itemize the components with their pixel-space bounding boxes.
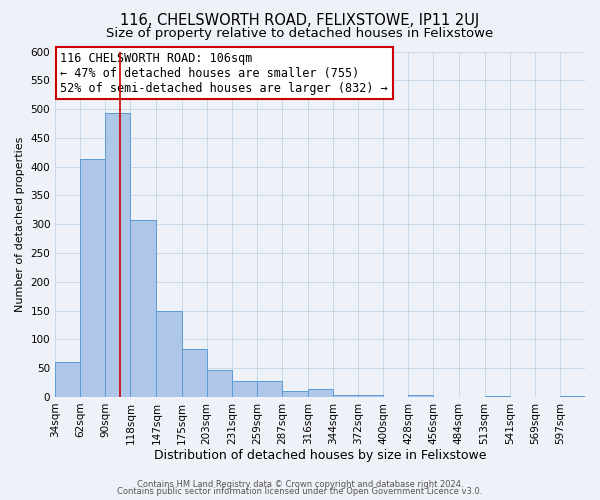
Bar <box>257 382 282 397</box>
Text: Size of property relative to detached houses in Felixstowe: Size of property relative to detached ho… <box>106 28 494 40</box>
Bar <box>560 396 585 397</box>
Bar <box>308 389 333 397</box>
Bar <box>485 396 509 397</box>
Bar <box>157 310 182 397</box>
Bar <box>358 395 383 397</box>
Bar <box>55 362 80 397</box>
Bar <box>282 390 308 397</box>
Bar <box>333 395 358 397</box>
Text: 116, CHELSWORTH ROAD, FELIXSTOWE, IP11 2UJ: 116, CHELSWORTH ROAD, FELIXSTOWE, IP11 2… <box>121 12 479 28</box>
Bar <box>80 159 106 397</box>
Text: 116 CHELSWORTH ROAD: 106sqm
← 47% of detached houses are smaller (755)
52% of se: 116 CHELSWORTH ROAD: 106sqm ← 47% of det… <box>61 52 388 94</box>
Text: Contains public sector information licensed under the Open Government Licence v3: Contains public sector information licen… <box>118 487 482 496</box>
Y-axis label: Number of detached properties: Number of detached properties <box>15 136 25 312</box>
Bar <box>206 370 232 397</box>
Bar <box>409 394 433 397</box>
X-axis label: Distribution of detached houses by size in Felixstowe: Distribution of detached houses by size … <box>154 450 487 462</box>
Bar <box>106 113 130 397</box>
Bar <box>182 349 206 397</box>
Bar <box>130 220 157 397</box>
Bar <box>232 382 257 397</box>
Text: Contains HM Land Registry data © Crown copyright and database right 2024.: Contains HM Land Registry data © Crown c… <box>137 480 463 489</box>
